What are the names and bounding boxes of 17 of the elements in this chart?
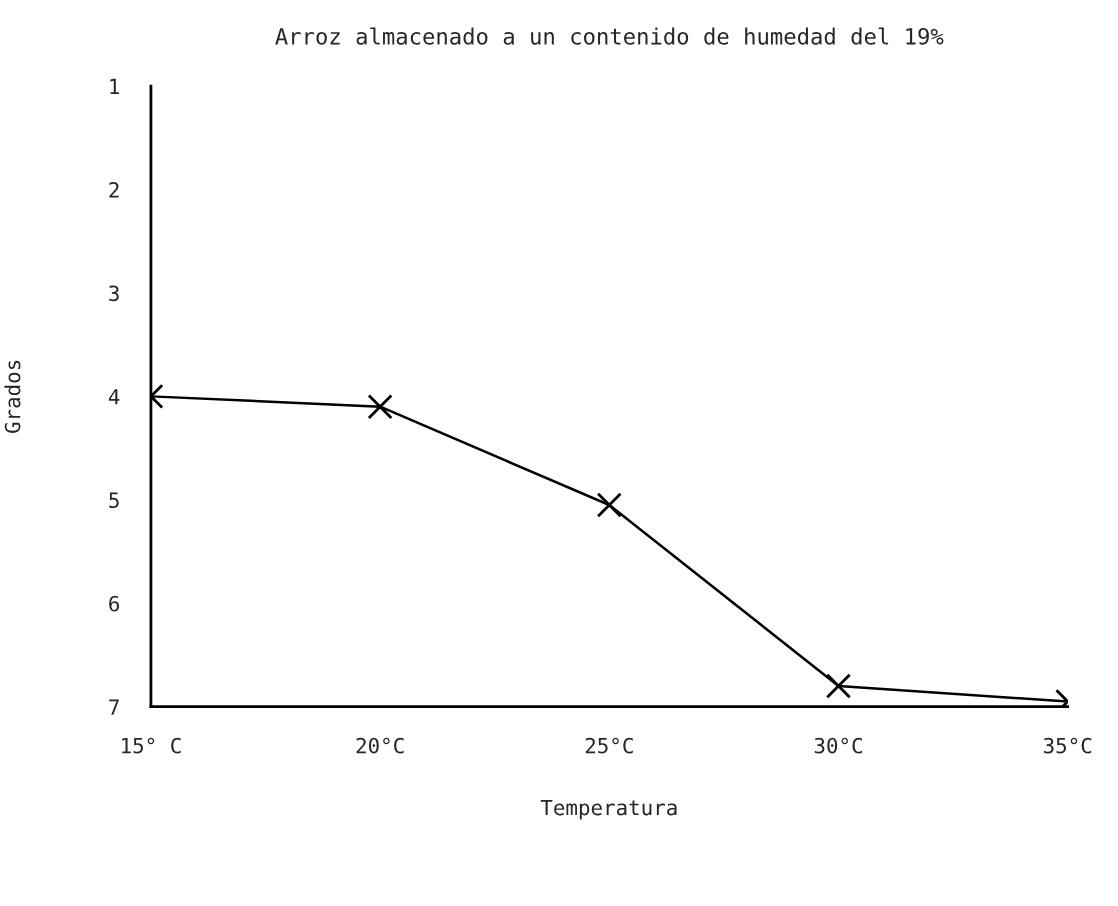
y-tick-label: 7: [109, 699, 119, 715]
point: [596, 492, 622, 518]
y-tick-label: 6: [109, 595, 120, 612]
y-tick-label: 5: [109, 492, 119, 509]
y-axis-title: Grados: [4, 360, 21, 433]
x-tick-label: 20°C: [356, 737, 404, 754]
x-tick-label: 25°C: [585, 737, 633, 754]
y-tick-label: 3: [109, 285, 119, 302]
y-tick-label: 4: [108, 389, 120, 405]
y-tick-label: 1: [110, 78, 119, 95]
x-tick-label: 35°C: [1044, 737, 1092, 754]
chart-title: Arroz almacenado a un contenido de humedad del 19%: [275, 27, 944, 45]
x-tick-label: 15° C: [122, 737, 181, 754]
x-tick-label: 30°C: [814, 737, 862, 754]
x-axis-title: Temperatura: [540, 799, 677, 820]
y-tick-label: 2: [109, 182, 119, 198]
point: [825, 673, 852, 699]
